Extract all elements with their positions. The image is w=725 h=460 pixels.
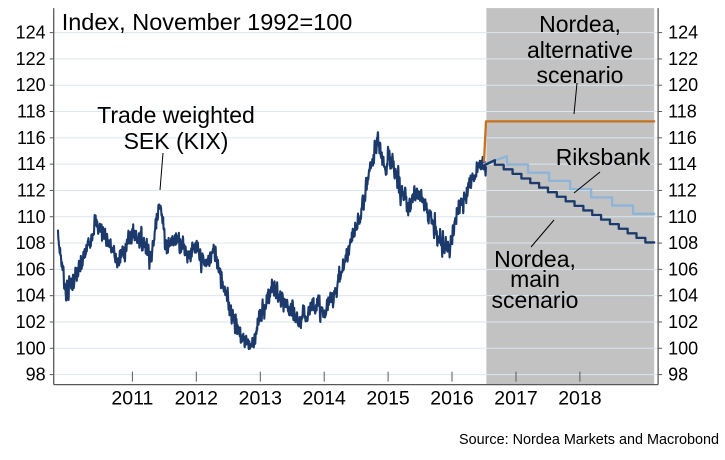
- svg-text:118: 118: [668, 102, 697, 122]
- svg-text:120: 120: [16, 75, 46, 95]
- svg-text:108: 108: [668, 233, 698, 253]
- svg-text:122: 122: [668, 49, 698, 69]
- svg-text:110: 110: [17, 207, 46, 227]
- svg-text:124: 124: [16, 23, 46, 43]
- svg-text:114: 114: [668, 154, 697, 174]
- svg-text:116: 116: [17, 128, 46, 148]
- svg-text:2018: 2018: [558, 388, 601, 410]
- svg-text:110: 110: [668, 207, 697, 227]
- svg-text:Source: Nordea Markets and Mac: Source: Nordea Markets and Macrobond: [459, 432, 719, 448]
- svg-text:114: 114: [17, 154, 46, 174]
- svg-text:2015: 2015: [366, 388, 410, 410]
- svg-text:scenario: scenario: [537, 62, 624, 88]
- svg-text:118: 118: [17, 102, 46, 122]
- svg-text:98: 98: [26, 365, 46, 385]
- svg-text:100: 100: [668, 338, 698, 358]
- svg-text:2012: 2012: [175, 388, 218, 410]
- svg-text:106: 106: [16, 259, 46, 279]
- svg-text:98: 98: [668, 365, 688, 385]
- svg-text:102: 102: [16, 312, 46, 332]
- svg-text:104: 104: [16, 286, 46, 306]
- svg-text:124: 124: [668, 23, 698, 43]
- svg-text:Nordea,: Nordea,: [539, 11, 621, 37]
- svg-text:108: 108: [16, 233, 46, 253]
- svg-text:112: 112: [17, 180, 46, 200]
- svg-text:2011: 2011: [111, 388, 153, 410]
- svg-text:112: 112: [668, 180, 697, 200]
- svg-text:102: 102: [668, 312, 698, 332]
- svg-text:scenario: scenario: [492, 287, 579, 313]
- svg-text:2017: 2017: [494, 388, 537, 410]
- svg-text:104: 104: [668, 286, 698, 306]
- svg-text:2014: 2014: [303, 388, 347, 410]
- svg-text:2013: 2013: [239, 388, 282, 410]
- svg-text:100: 100: [16, 338, 46, 358]
- svg-text:Trade weighted: Trade weighted: [97, 102, 255, 128]
- svg-text:116: 116: [668, 128, 697, 148]
- svg-text:2016: 2016: [430, 388, 473, 410]
- svg-text:106: 106: [668, 259, 698, 279]
- svg-text:Riksbank: Riksbank: [556, 144, 651, 170]
- svg-text:Index, November 1992=100: Index, November 1992=100: [62, 9, 353, 35]
- svg-text:SEK (KIX): SEK (KIX): [124, 128, 229, 154]
- svg-text:122: 122: [16, 49, 46, 69]
- svg-text:alternative: alternative: [527, 37, 633, 63]
- svg-text:120: 120: [668, 75, 698, 95]
